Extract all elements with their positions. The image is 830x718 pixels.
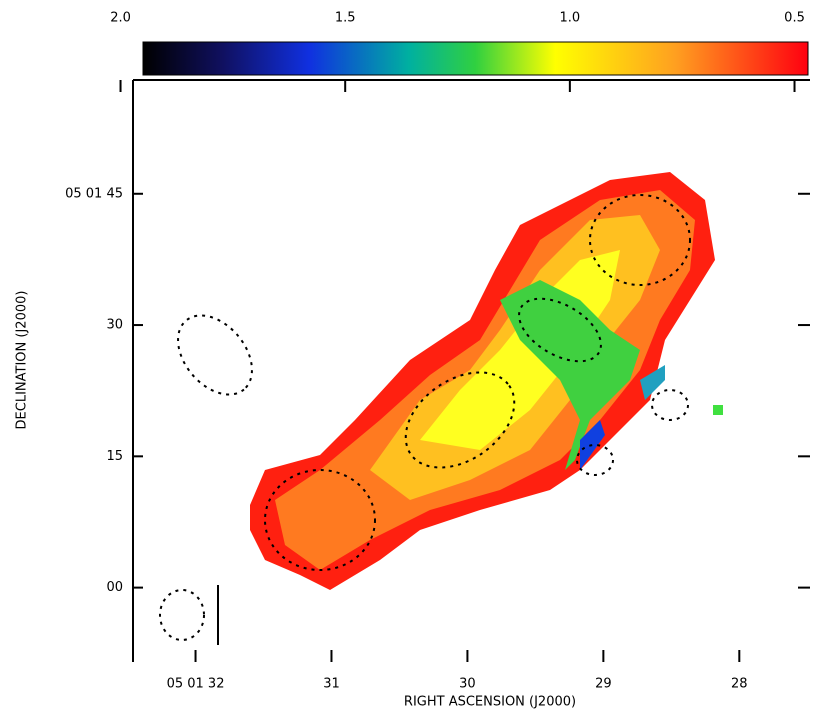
colorbar-tick-label: 1.0 xyxy=(560,11,581,26)
y-tick-label: 00 xyxy=(106,580,123,595)
y-tick-label: 15 xyxy=(106,449,123,464)
x-tick-label: 28 xyxy=(731,677,748,692)
x-tick-label: 31 xyxy=(323,677,340,692)
y-tick-label: 30 xyxy=(106,318,123,333)
y-tick-label: 05 01 45 xyxy=(65,186,123,201)
colorbar-tick-label: 1.5 xyxy=(335,11,356,26)
source-map xyxy=(177,172,723,590)
x-tick-label: 30 xyxy=(459,677,476,692)
colorbar xyxy=(142,41,809,76)
colorbar-tick-label: 0.5 xyxy=(784,11,805,26)
colorbar-tick-label: 2.0 xyxy=(110,11,131,26)
x-tick-label: 05 01 32 xyxy=(167,677,225,692)
beam xyxy=(159,589,205,641)
x-tick-label: 29 xyxy=(595,677,612,692)
y-axis-label: DECLINATION (J2000) xyxy=(15,291,30,430)
x-axis-label: RIGHT ASCENSION (J2000) xyxy=(404,695,576,710)
